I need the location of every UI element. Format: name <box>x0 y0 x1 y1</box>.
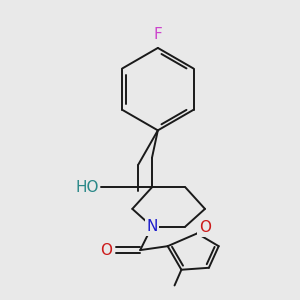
Text: O: O <box>199 220 211 235</box>
Text: F: F <box>154 27 162 42</box>
Text: N: N <box>146 219 158 234</box>
Text: O: O <box>100 243 112 258</box>
Text: HO: HO <box>75 180 99 195</box>
